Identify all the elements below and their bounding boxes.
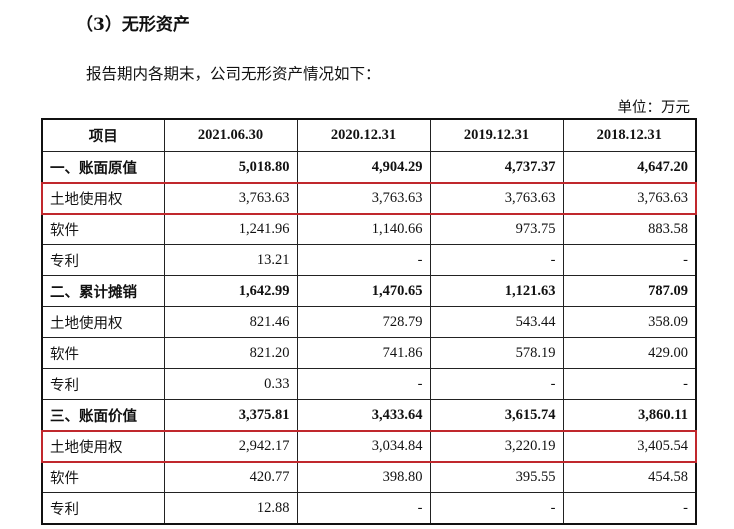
value-cell: 0.33: [163, 368, 298, 400]
value-cell: 3,763.63: [163, 182, 298, 214]
column-header: 2021.06.30: [163, 118, 298, 152]
value-cell: 543.44: [429, 306, 564, 338]
intangible-assets-table: 项目 2021.06.30 2020.12.31 2019.12.31 2018.12.…: [41, 118, 697, 525]
value-cell: -: [296, 492, 431, 525]
value-cell: 3,860.11: [562, 399, 697, 431]
table-row: 软件 420.77 398.80 395.55 454.58: [41, 461, 697, 493]
value-cell: 429.00: [562, 337, 697, 369]
table-row: 三、账面价值 3,375.81 3,433.64 3,615.74 3,860.11: [41, 399, 697, 431]
value-cell: -: [562, 492, 697, 525]
value-cell: 454.58: [562, 461, 697, 493]
value-cell: 578.19: [429, 337, 564, 369]
table-row: 土地使用权 2,942.17 3,034.84 3,220.19 3,405.54: [41, 429, 697, 463]
column-header: 2019.12.31: [429, 118, 564, 152]
row-label: 三、账面价值: [41, 399, 165, 431]
intro-paragraph: 报告期内各期末，公司无形资产情况如下：: [86, 65, 381, 83]
value-cell: 3,763.63: [296, 182, 431, 214]
value-cell: -: [296, 368, 431, 400]
section-title: （3）无形资产: [76, 15, 190, 35]
value-cell: 3,615.74: [429, 399, 564, 431]
value-cell: 13.21: [163, 244, 298, 276]
table-row: 二、累计摊销 1,642.99 1,470.65 1,121.63 787.09: [41, 275, 697, 307]
row-label: 一、账面原值: [41, 151, 165, 183]
value-cell: 1,121.63: [429, 275, 564, 307]
row-label: 土地使用权: [41, 430, 165, 462]
value-cell: 4,737.37: [429, 151, 564, 183]
value-cell: -: [429, 492, 564, 525]
value-cell: 787.09: [562, 275, 697, 307]
value-cell: 12.88: [163, 492, 298, 525]
value-cell: 398.80: [296, 461, 431, 493]
value-cell: 5,018.80: [163, 151, 298, 183]
header-row: 项目 2021.06.30 2020.12.31 2019.12.31 2018.12.…: [41, 118, 697, 152]
column-header: 2020.12.31: [296, 118, 431, 152]
table-row: 土地使用权 3,763.63 3,763.63 3,763.63 3,763.63: [41, 181, 697, 215]
value-cell: 3,220.19: [429, 430, 564, 462]
value-cell: 1,140.66: [296, 213, 431, 245]
value-cell: -: [429, 368, 564, 400]
value-cell: 821.20: [163, 337, 298, 369]
value-cell: -: [429, 244, 564, 276]
value-cell: 3,405.54: [562, 430, 697, 462]
table-row: 专利 0.33- - -: [41, 368, 697, 400]
row-label: 软件: [41, 461, 165, 493]
value-cell: 728.79: [296, 306, 431, 338]
table-row: 土地使用权 821.46 728.79 543.44 358.09: [41, 306, 697, 338]
value-cell: 1,470.65: [296, 275, 431, 307]
value-cell: 3,034.84: [296, 430, 431, 462]
row-label: 专利: [41, 492, 165, 525]
table-row: 一、账面原值 5,018.80 4,904.29 4,737.37 4,647.20: [41, 151, 697, 183]
value-cell: -: [562, 368, 697, 400]
row-label: 土地使用权: [41, 182, 165, 214]
table-row: 专利 12.88- - -: [41, 492, 697, 525]
row-label: 软件: [41, 213, 165, 245]
value-cell: 3,375.81: [163, 399, 298, 431]
unit-label: 单位：万元: [617, 100, 691, 116]
column-header: 项目: [41, 118, 165, 152]
value-cell: 3,763.63: [562, 182, 697, 214]
value-cell: 741.86: [296, 337, 431, 369]
row-label: 软件: [41, 337, 165, 369]
value-cell: -: [296, 244, 431, 276]
value-cell: 358.09: [562, 306, 697, 338]
value-cell: 4,904.29: [296, 151, 431, 183]
value-cell: 973.75: [429, 213, 564, 245]
value-cell: 1,642.99: [163, 275, 298, 307]
value-cell: 883.58: [562, 213, 697, 245]
value-cell: 2,942.17: [163, 430, 298, 462]
value-cell: 4,647.20: [562, 151, 697, 183]
table-row: 软件 821.20 741.86 578.19 429.00: [41, 337, 697, 369]
column-header: 2018.12.31: [562, 118, 697, 152]
value-cell: 3,763.63: [429, 182, 564, 214]
value-cell: 1,241.96: [163, 213, 298, 245]
value-cell: -: [562, 244, 697, 276]
value-cell: 395.55: [429, 461, 564, 493]
row-label: 专利: [41, 244, 165, 276]
value-cell: 821.46: [163, 306, 298, 338]
table-row: 软件 1,241.96 1,140.66 973.75 883.58: [41, 213, 697, 245]
row-label: 土地使用权: [41, 306, 165, 338]
row-label: 专利: [41, 368, 165, 400]
row-label: 二、累计摊销: [41, 275, 165, 307]
value-cell: 3,433.64: [296, 399, 431, 431]
table-row: 专利 13.21- - -: [41, 244, 697, 276]
value-cell: 420.77: [163, 461, 298, 493]
